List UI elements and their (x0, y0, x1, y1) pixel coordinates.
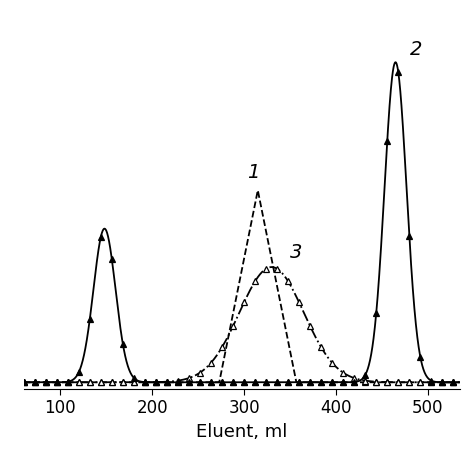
Text: 2: 2 (410, 40, 422, 59)
Text: 1: 1 (247, 163, 259, 182)
Text: 3: 3 (290, 243, 302, 262)
X-axis label: Eluent, ml: Eluent, ml (196, 423, 287, 441)
